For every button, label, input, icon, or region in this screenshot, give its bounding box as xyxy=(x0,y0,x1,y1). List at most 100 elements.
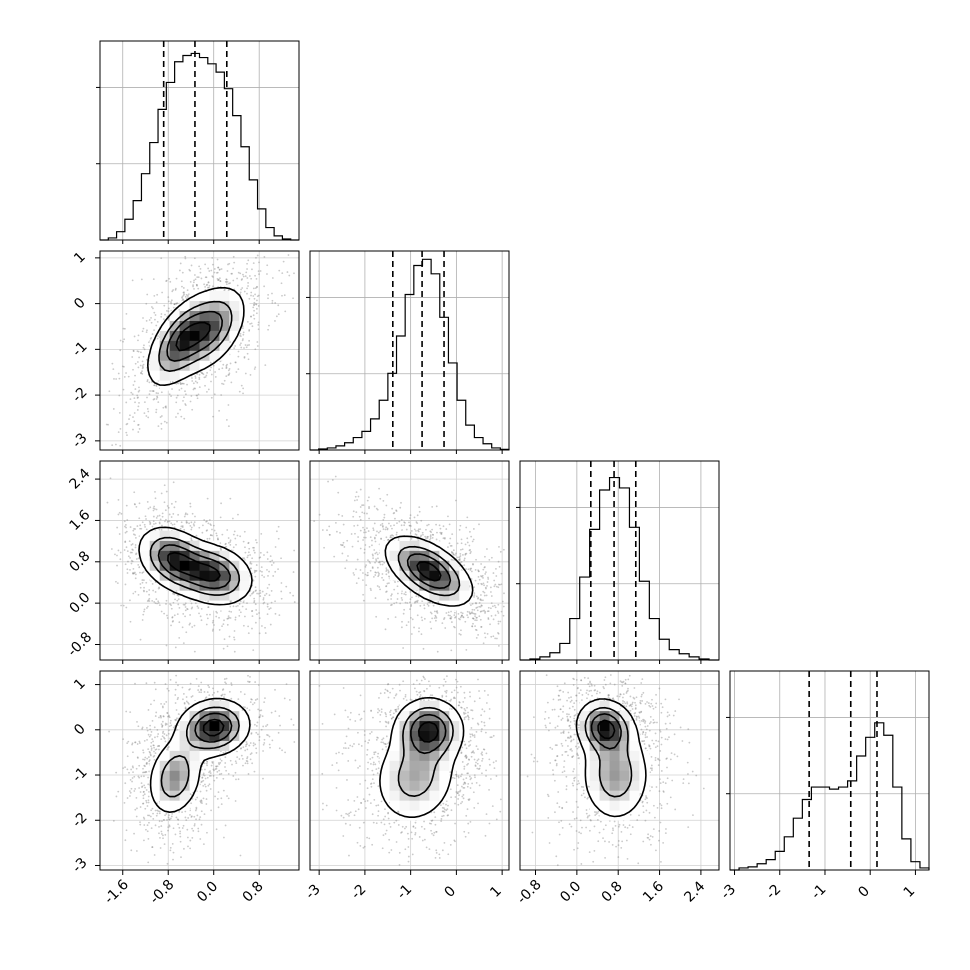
scatter-point xyxy=(415,533,418,536)
scatter-point xyxy=(155,411,158,414)
density-cell xyxy=(209,310,220,321)
scatter-point xyxy=(165,644,168,647)
scatter-point xyxy=(198,378,201,380)
scatter-point xyxy=(227,263,229,266)
scatter-point xyxy=(464,553,467,556)
scatter-point xyxy=(174,287,177,290)
scatter-point xyxy=(160,391,163,394)
scatter-point xyxy=(152,515,155,518)
scatter-point xyxy=(339,531,341,534)
scatter-point xyxy=(122,738,125,741)
scatter-point xyxy=(152,307,154,310)
scatter-point xyxy=(251,557,254,560)
scatter-point xyxy=(240,384,243,387)
scatter-point xyxy=(254,603,257,606)
scatter-point xyxy=(133,572,136,575)
scatter-point xyxy=(381,525,384,528)
scatter-point xyxy=(148,589,151,591)
density-cell xyxy=(229,300,240,311)
scatter-point xyxy=(280,590,283,593)
scatter-point xyxy=(402,612,405,615)
density-cell xyxy=(389,540,400,551)
scatter-point xyxy=(146,396,148,399)
scatter-point xyxy=(453,614,456,617)
scatter-point xyxy=(256,254,259,257)
scatter-point xyxy=(114,553,116,556)
scatter-point xyxy=(217,279,220,281)
scatter-point xyxy=(384,528,387,531)
scatter-point xyxy=(245,346,248,349)
scatter-point xyxy=(171,380,174,383)
scatter-point xyxy=(205,284,208,287)
scatter-point xyxy=(199,267,202,270)
scatter-point xyxy=(436,531,438,534)
contour-lines xyxy=(138,526,253,606)
scatter-point xyxy=(132,350,135,352)
scatter-point xyxy=(246,602,248,605)
scatter-point xyxy=(143,412,146,415)
scatter-point xyxy=(184,816,187,819)
density-panel-2-1 xyxy=(309,460,510,661)
scatter-point xyxy=(171,616,174,619)
scatter-point xyxy=(117,431,120,434)
scatter-point xyxy=(475,595,478,598)
scatter-point xyxy=(480,575,483,578)
scatter-point xyxy=(142,366,144,369)
scatter-point xyxy=(497,622,500,625)
scatter-point xyxy=(482,642,485,645)
scatter-point xyxy=(442,537,445,540)
scatter-point xyxy=(207,388,210,391)
scatter-point xyxy=(136,361,139,363)
scatter-point xyxy=(226,280,229,283)
scatter-point xyxy=(192,388,195,391)
scatter-point xyxy=(318,513,321,516)
contour-lines xyxy=(147,286,245,386)
scatter-point xyxy=(362,504,365,507)
scatter-point xyxy=(129,568,131,571)
scatter-point xyxy=(162,730,165,733)
scatter-point xyxy=(212,619,215,622)
scatter-point xyxy=(250,562,253,565)
density-cell xyxy=(209,300,220,311)
density-cell xyxy=(179,350,190,361)
scatter-point xyxy=(167,689,170,692)
scatter-point xyxy=(172,306,175,309)
scatter-point xyxy=(364,536,367,539)
scatter-point xyxy=(375,507,378,510)
scatter-point xyxy=(474,619,477,622)
scatter-point xyxy=(184,295,187,298)
scatter-point xyxy=(126,755,129,758)
scatter-point xyxy=(164,509,167,512)
scatter-point xyxy=(176,302,179,305)
scatter-point xyxy=(207,606,210,608)
scatter-point xyxy=(253,304,255,307)
scatter-point xyxy=(256,285,258,288)
scatter-point xyxy=(433,610,436,613)
scatter-point xyxy=(130,544,133,546)
density-cell xyxy=(169,550,180,561)
density-cell xyxy=(189,300,200,311)
scatter-point xyxy=(257,305,260,307)
scatter-point xyxy=(247,542,250,545)
scatter-point xyxy=(134,577,137,580)
scatter-point xyxy=(173,303,176,306)
scatter-point xyxy=(171,523,174,526)
scatter-point xyxy=(233,347,236,350)
scatter-point xyxy=(147,341,150,344)
scatter-point xyxy=(255,278,258,280)
scatter-point xyxy=(353,573,356,576)
scatter-point xyxy=(480,563,483,565)
scatter-point xyxy=(381,573,384,575)
scatter-point xyxy=(124,531,127,534)
scatter-point xyxy=(492,572,495,574)
scatter-point xyxy=(231,272,233,275)
scatter-point xyxy=(270,590,273,592)
scatter-point xyxy=(158,528,161,531)
tick-label-y: 0.8 xyxy=(66,548,93,575)
scatter-point xyxy=(141,579,144,581)
scatter-point xyxy=(240,288,242,291)
scatter-point xyxy=(240,754,243,757)
scatter-point xyxy=(361,511,364,514)
scatter-point xyxy=(247,282,249,284)
scatter-point xyxy=(355,491,358,493)
